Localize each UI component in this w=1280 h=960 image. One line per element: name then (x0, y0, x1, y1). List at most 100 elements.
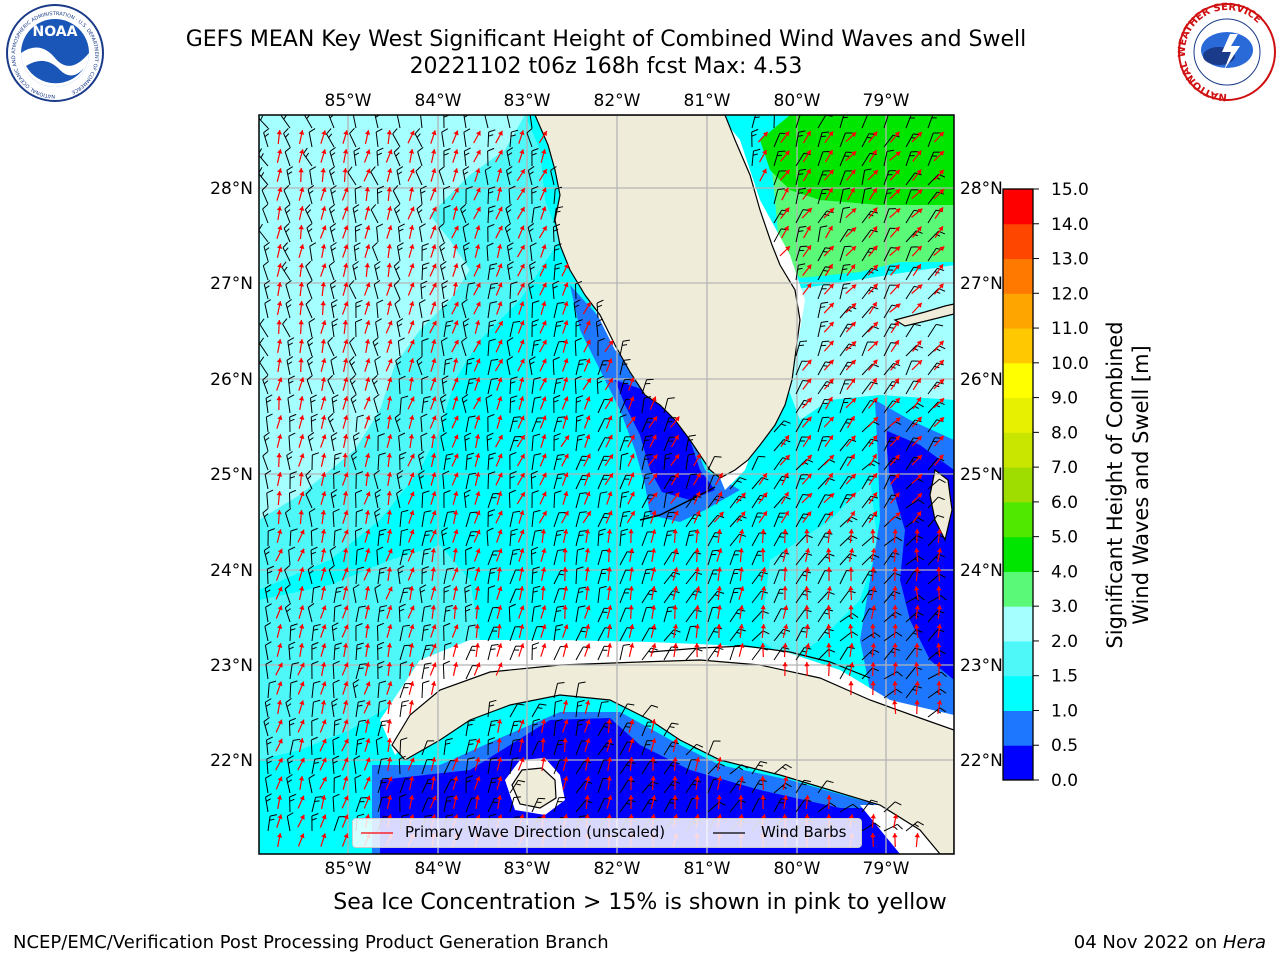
wind-barb (310, 527, 318, 547)
wind-barb (355, 719, 367, 737)
wind-barb (509, 451, 517, 471)
wave-direction-arrow (496, 377, 503, 391)
wind-barb (264, 774, 272, 794)
wave-direction-arrow (540, 528, 547, 544)
lat-tick-label-left: 24°N (210, 561, 253, 581)
wave-direction-arrow (802, 130, 812, 144)
wave-direction-arrow (868, 377, 878, 391)
colorbar-tick-label: 11.0 (1051, 319, 1089, 339)
wave-direction-arrow (429, 510, 437, 524)
wave-direction-arrow (868, 397, 878, 409)
wave-direction-arrow (452, 168, 459, 182)
colorbar-segment (1003, 432, 1033, 468)
colorbar-tick-label: 0.5 (1051, 736, 1078, 756)
colorbar-tick-label: 12.0 (1051, 284, 1089, 304)
wind-barb (839, 438, 857, 452)
wave-direction-arrow (604, 339, 614, 353)
colorbar-segment (1003, 501, 1033, 538)
wind-barb (443, 453, 454, 471)
wave-direction-arrow (716, 528, 723, 544)
wind-barb (396, 470, 404, 490)
land-andros (929, 468, 953, 542)
wind-barb (751, 647, 768, 661)
wave-direction-arrow (408, 244, 415, 258)
wind-barb (288, 641, 296, 661)
wind-barb (531, 396, 542, 414)
wave-direction-arrow (802, 359, 812, 371)
wind-barb (354, 527, 363, 547)
wind-barb (307, 185, 315, 205)
wave-direction-arrow (604, 377, 614, 391)
wave-direction-arrow (496, 168, 503, 182)
wave-direction-arrow (759, 168, 767, 182)
wave-direction-arrow (364, 358, 371, 372)
wind-barb (330, 299, 338, 319)
lat-tick-label-right: 25°N (960, 465, 1003, 485)
wind-barb (861, 341, 875, 357)
field-1_5to2m-gulf-2 (259, 545, 480, 760)
wind-barb (751, 455, 766, 471)
wind-barb (927, 514, 945, 528)
wave-direction-arrow (408, 510, 415, 524)
wave-direction-arrow (474, 472, 481, 486)
wave-direction-arrow (539, 453, 547, 467)
wave-direction-arrow (430, 453, 437, 467)
colorbar-tick-label: 3.0 (1051, 597, 1078, 617)
wind-barb (509, 703, 525, 718)
wave-direction-arrow (496, 244, 503, 258)
wind-barb (487, 301, 498, 319)
wave-direction-arrow (320, 491, 327, 505)
wave-direction-arrow (562, 491, 569, 505)
wind-barb (487, 585, 496, 604)
wind-barb (619, 359, 631, 376)
wind-barb (265, 603, 272, 623)
wind-barb (773, 420, 791, 433)
wind-barb (817, 170, 831, 186)
wind-barb (729, 764, 749, 775)
wave-direction-arrow (276, 452, 282, 468)
wind-barb (861, 115, 869, 129)
wind-barb (311, 452, 320, 471)
wind-barb (575, 395, 584, 414)
wind-barb (927, 115, 937, 129)
wave-direction-arrow (911, 435, 923, 447)
wave-direction-arrow (889, 435, 901, 447)
wave-direction-arrow (583, 453, 591, 467)
colorbar-segment (1003, 223, 1033, 260)
field-4to5m-atlantic (760, 115, 954, 205)
wave-direction-arrow (823, 378, 835, 390)
wind-barb (795, 799, 812, 813)
wind-barb (487, 413, 495, 433)
wave-direction-arrow (386, 414, 393, 430)
wave-direction-arrow (430, 377, 437, 391)
wind-barb (795, 474, 809, 490)
wind-barb (553, 186, 563, 205)
wind-barb (421, 319, 430, 338)
wind-barb (419, 185, 427, 205)
wind-barb (310, 413, 318, 433)
wave-direction-arrow (474, 225, 481, 239)
wind-barb (641, 606, 654, 623)
wind-barb (685, 434, 696, 452)
wind-barb (396, 318, 404, 338)
wind-barb (486, 432, 494, 452)
wave-direction-arrow (911, 284, 923, 294)
wind-barb (751, 630, 770, 642)
wind-barb (883, 536, 903, 547)
wind-barb (399, 700, 409, 718)
wind-barb (531, 585, 541, 604)
wind-barb (311, 813, 319, 832)
wave-direction-arrow (847, 187, 855, 201)
wind-barb (332, 508, 340, 528)
wind-barb (530, 546, 539, 566)
wave-direction-arrow (386, 490, 392, 506)
wave-direction-arrow (780, 150, 790, 162)
colorbar-label-line-1: Significant Height of Combined (1103, 321, 1127, 649)
wave-direction-arrow (867, 169, 879, 181)
wind-barb (421, 680, 430, 699)
wave-direction-arrow (561, 510, 569, 524)
wind-barb (487, 186, 496, 205)
wave-direction-arrow (627, 472, 635, 486)
wind-barb (817, 648, 836, 661)
wave-direction-arrow (801, 207, 813, 219)
